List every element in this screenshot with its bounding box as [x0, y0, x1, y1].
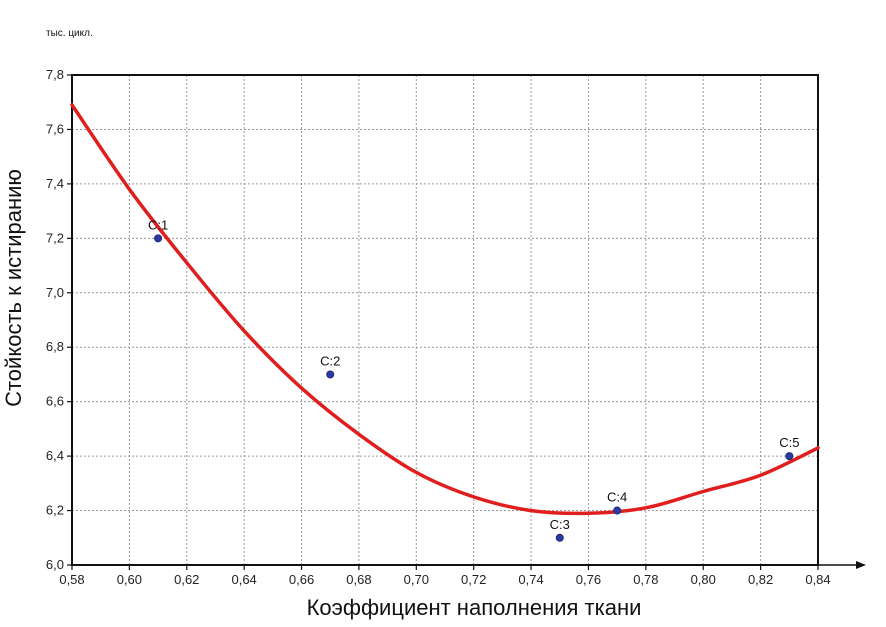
- x-tick-label: 0,80: [691, 572, 716, 587]
- x-tick-label: 0,74: [518, 572, 543, 587]
- y-tick-label: 6,4: [46, 448, 64, 463]
- plot-frame: [71, 74, 819, 566]
- fit-curve: [70, 103, 820, 516]
- x-tick-label: 0,62: [174, 572, 199, 587]
- data-point: [785, 452, 794, 461]
- grid: [72, 75, 818, 565]
- x-axis-ticks: 0,58 0,60 0,62 0,64 0,66 0,68 0,70 0,72 0,74 0,76…: [59, 565, 831, 587]
- data-point-label: C:1: [148, 217, 168, 232]
- data-point: [613, 506, 622, 515]
- y-tick-label: 6,2: [46, 503, 64, 518]
- x-tick-label: 0,68: [346, 572, 371, 587]
- y-tick-label: 6,6: [46, 394, 64, 409]
- x-tick-label: 0,60: [117, 572, 142, 587]
- y-tick-label: 6,0: [46, 557, 64, 572]
- y-axis-title: Стойкость к истиранию: [1, 169, 26, 407]
- x-tick-label: 0,66: [289, 572, 314, 587]
- y-tick-label: 6,8: [46, 339, 64, 354]
- x-tick-label: 0,58: [59, 572, 84, 587]
- data-points: C:1 C:2 C:3 C:4 C:5: [148, 217, 799, 542]
- x-tick-label: 0,76: [576, 572, 601, 587]
- y-tick-label: 7,0: [46, 285, 64, 300]
- y-tick-label: 7,4: [46, 176, 64, 191]
- unit-label: тыс. цикл.: [46, 28, 93, 39]
- data-point: [326, 370, 335, 379]
- data-point-label: C:4: [607, 490, 627, 505]
- y-axis-ticks: 6,0 6,2 6,4 6,6 6,8 7,0 7,2 7,4 7,6 7,8: [46, 67, 72, 572]
- y-tick-label: 7,6: [46, 121, 64, 136]
- data-point: [154, 234, 163, 243]
- x-axis-title: Коэффициент наполнения ткани: [307, 595, 642, 620]
- x-tick-label: 0,78: [633, 572, 658, 587]
- data-point-label: C:2: [320, 353, 340, 368]
- x-tick-label: 0,72: [461, 572, 486, 587]
- data-point-label: C:3: [550, 517, 570, 532]
- x-tick-label: 0,82: [748, 572, 773, 587]
- x-axis-arrow: [856, 561, 866, 569]
- y-tick-label: 7,8: [46, 67, 64, 82]
- x-tick-label: 0,64: [231, 572, 256, 587]
- x-tick-label: 0,70: [404, 572, 429, 587]
- x-tick-label: 0,84: [805, 572, 830, 587]
- y-tick-label: 7,2: [46, 230, 64, 245]
- data-point: [555, 533, 564, 542]
- data-point-label: C:5: [779, 435, 799, 450]
